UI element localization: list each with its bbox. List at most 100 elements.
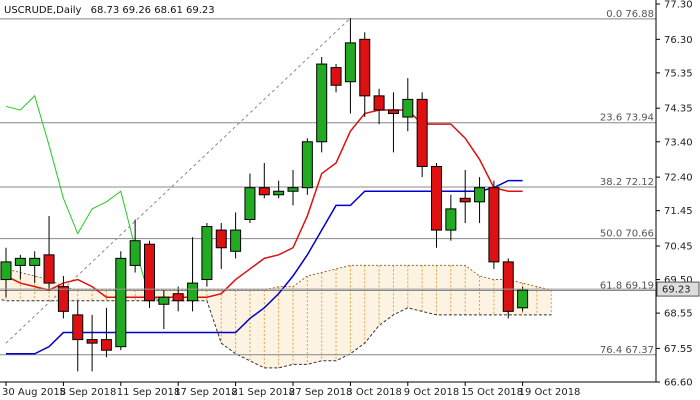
x-tick-label: 11 Sep 2018 — [117, 387, 180, 398]
x-tick-label: 30 Aug 2018 — [2, 387, 66, 398]
x-tick-label: 21 Sep 2018 — [232, 387, 295, 398]
y-tick-label: 68.55 — [664, 309, 693, 320]
candle — [43, 215, 55, 291]
candle — [72, 300, 84, 372]
candle — [14, 254, 26, 280]
candle-body — [100, 339, 112, 351]
candle — [402, 78, 414, 132]
x-tick-label: 27 Sep 2018 — [289, 387, 352, 398]
candle — [474, 177, 486, 224]
candle-body — [488, 187, 500, 263]
y-tick-label: 74.35 — [664, 104, 693, 115]
candle-body — [316, 63, 328, 143]
candle — [502, 258, 514, 319]
candle-body — [201, 226, 213, 281]
y-tick-label: 70.45 — [664, 241, 693, 252]
candle-body — [517, 289, 529, 309]
fib-level-label: 23.6 73.94 — [600, 113, 654, 124]
candle-body — [29, 257, 41, 266]
fib-level-label: 76.4 67.37 — [600, 345, 654, 356]
candle-body — [129, 240, 141, 266]
candle — [57, 276, 69, 319]
candle-body — [158, 296, 170, 305]
y-tick-label: 69.50 — [664, 275, 693, 286]
candle — [158, 290, 170, 330]
y-tick-label: 73.40 — [664, 137, 693, 148]
candle-body — [416, 98, 428, 168]
candle — [416, 92, 428, 178]
candle-body — [459, 197, 471, 203]
candle — [172, 286, 184, 312]
candle — [359, 32, 371, 118]
current-price-box — [656, 281, 700, 297]
candle — [459, 170, 471, 224]
x-tick-label: 19 Oct 2018 — [519, 387, 581, 398]
x-tick-label: 3 Oct 2018 — [346, 387, 401, 398]
candle — [344, 18, 356, 114]
candle-body — [502, 261, 514, 312]
current-price-label: 69.23 — [662, 285, 691, 296]
candle-body — [144, 243, 155, 302]
candle-body — [187, 282, 199, 302]
x-tick-label: 15 Oct 2018 — [461, 387, 523, 398]
ohlc-values: 68.73 69.26 68.61 69.23 — [91, 5, 215, 16]
candle — [230, 212, 242, 259]
candle-body — [57, 286, 69, 312]
candle — [144, 240, 155, 308]
fib-level-label: 0.0 76.88 — [606, 9, 654, 20]
candle — [387, 92, 399, 153]
candle — [373, 88, 385, 125]
candle-body — [86, 339, 98, 344]
candle-body — [43, 254, 55, 284]
chart-title: USCRUDE,Daily 68.73 69.26 68.61 69.23 — [4, 5, 215, 16]
y-tick-label: 75.35 — [664, 68, 693, 79]
candle-body — [230, 229, 242, 252]
fib-level-label: 50.0 70.66 — [600, 229, 654, 240]
candle-body — [431, 166, 442, 231]
candle-body — [258, 187, 270, 196]
candle — [115, 251, 127, 351]
candle-body — [301, 141, 313, 189]
candle-body — [387, 109, 399, 115]
y-tick-label: 72.40 — [664, 173, 693, 184]
candle-body — [344, 42, 356, 83]
y-tick-label: 71.45 — [664, 206, 693, 217]
candle — [129, 219, 141, 273]
candlesticks — [0, 18, 529, 372]
candle-body — [402, 98, 414, 118]
candle-body — [474, 187, 486, 203]
candle — [258, 162, 270, 199]
y-tick-label: 77.30 — [664, 0, 693, 11]
candle — [431, 162, 442, 248]
candle — [316, 56, 328, 153]
candle-body — [373, 95, 385, 111]
candle-body — [0, 261, 12, 281]
candle — [517, 286, 529, 312]
candle — [100, 307, 112, 358]
candle — [29, 251, 41, 284]
y-tick-label: 66.60 — [664, 378, 693, 389]
candle — [86, 314, 98, 372]
fibonacci-levels: 0.0 76.88 23.6 73.94 38.2 72.12 50.0 70.66 6… — [0, 9, 656, 356]
tenkan-line — [5, 109, 523, 298]
candle — [287, 170, 299, 206]
y-tick-label: 76.30 — [664, 35, 693, 46]
candle-body — [359, 38, 371, 97]
candle-body — [72, 314, 84, 341]
x-tick-label: 9 Oct 2018 — [404, 387, 459, 398]
candle — [244, 173, 256, 224]
candle-body — [14, 257, 26, 266]
candle — [301, 138, 313, 195]
fib-level-label: 38.2 72.12 — [600, 177, 654, 188]
x-tick-label: 17 Sep 2018 — [174, 387, 237, 398]
candle-body — [244, 187, 256, 220]
candle-body — [330, 67, 342, 86]
y-tick-label: 67.55 — [664, 344, 693, 355]
symbol-timeframe: USCRUDE,Daily — [4, 5, 81, 16]
fib-level-label: 61.8 69.19 — [600, 281, 654, 292]
candle-body — [445, 208, 457, 231]
candle — [445, 194, 457, 241]
